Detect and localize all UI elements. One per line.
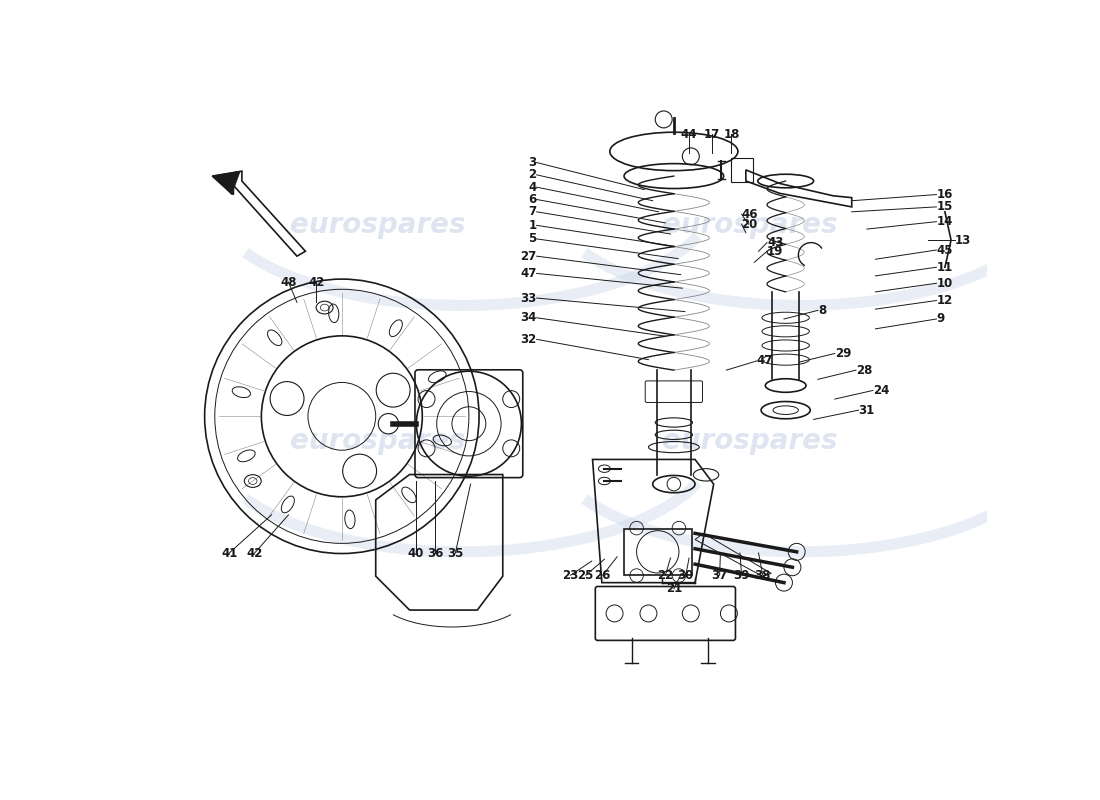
Text: 4: 4 bbox=[528, 181, 537, 194]
Text: 8: 8 bbox=[818, 304, 826, 317]
Text: eurospares: eurospares bbox=[289, 427, 465, 455]
Text: 35: 35 bbox=[447, 546, 463, 559]
Text: 6: 6 bbox=[528, 193, 537, 206]
Text: 12: 12 bbox=[936, 294, 953, 307]
Text: 29: 29 bbox=[835, 347, 851, 360]
Text: 45: 45 bbox=[936, 243, 953, 257]
Text: 30: 30 bbox=[678, 569, 694, 582]
Text: 9: 9 bbox=[936, 313, 945, 326]
Text: 34: 34 bbox=[520, 311, 537, 324]
Text: 14: 14 bbox=[936, 215, 953, 228]
Text: 7: 7 bbox=[528, 206, 537, 218]
Text: 28: 28 bbox=[856, 364, 872, 377]
Text: 20: 20 bbox=[741, 218, 758, 230]
Text: 32: 32 bbox=[520, 333, 537, 346]
Text: 3: 3 bbox=[528, 156, 537, 169]
Text: 21: 21 bbox=[666, 582, 682, 595]
Text: 48: 48 bbox=[280, 275, 297, 289]
Text: eurospares: eurospares bbox=[662, 427, 838, 455]
Text: 37: 37 bbox=[712, 569, 728, 582]
Text: 24: 24 bbox=[873, 384, 889, 397]
Text: 11: 11 bbox=[936, 261, 953, 274]
Text: 27: 27 bbox=[520, 250, 537, 262]
Text: 47: 47 bbox=[520, 267, 537, 280]
Text: 42: 42 bbox=[246, 546, 263, 559]
Text: 40: 40 bbox=[407, 546, 424, 559]
Text: 10: 10 bbox=[936, 277, 953, 290]
Polygon shape bbox=[212, 171, 240, 194]
Text: 5: 5 bbox=[528, 233, 537, 246]
Text: 13: 13 bbox=[955, 234, 971, 246]
Text: 25: 25 bbox=[578, 569, 594, 582]
Text: 16: 16 bbox=[936, 188, 953, 201]
Text: 38: 38 bbox=[755, 569, 771, 582]
Text: 36: 36 bbox=[427, 546, 443, 559]
Text: 22: 22 bbox=[658, 569, 673, 582]
Text: 33: 33 bbox=[520, 291, 537, 305]
Text: 23: 23 bbox=[562, 569, 579, 582]
Text: 19: 19 bbox=[767, 245, 783, 258]
Text: 42: 42 bbox=[308, 275, 324, 289]
Text: eurospares: eurospares bbox=[662, 211, 838, 239]
Text: 41: 41 bbox=[221, 546, 238, 559]
Text: 43: 43 bbox=[767, 236, 783, 249]
Text: 47: 47 bbox=[757, 354, 773, 367]
Text: 15: 15 bbox=[936, 200, 953, 214]
Text: 2: 2 bbox=[528, 168, 537, 182]
Text: eurospares: eurospares bbox=[289, 211, 465, 239]
Text: 46: 46 bbox=[741, 208, 758, 221]
Text: 1: 1 bbox=[528, 219, 537, 232]
Text: 31: 31 bbox=[858, 404, 874, 417]
Text: 44: 44 bbox=[681, 128, 697, 141]
Text: 18: 18 bbox=[724, 128, 739, 141]
Text: 17: 17 bbox=[704, 128, 720, 141]
Text: 26: 26 bbox=[594, 569, 610, 582]
Text: 39: 39 bbox=[734, 569, 750, 582]
